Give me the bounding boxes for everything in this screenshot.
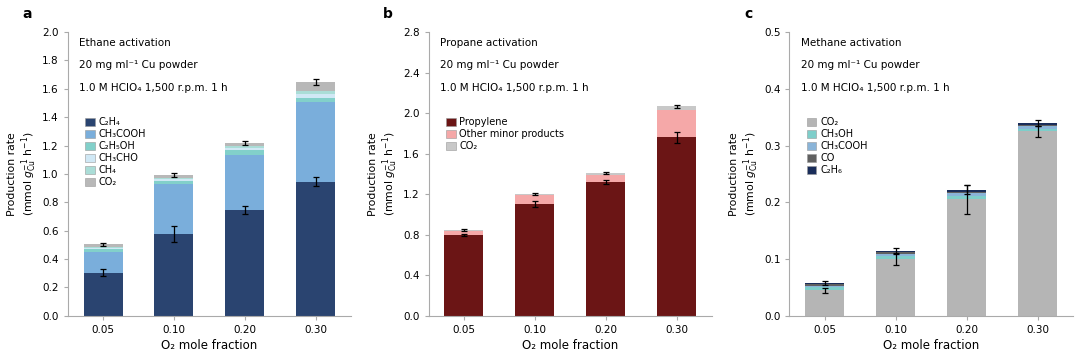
Bar: [154, 181, 193, 184]
Bar: [445, 231, 484, 235]
Bar: [947, 200, 986, 316]
Bar: [83, 248, 122, 250]
Bar: [445, 230, 484, 231]
Bar: [226, 150, 265, 155]
Legend: CO₂, CH₃OH, CH₃COOH, CO, C₂H₆: CO₂, CH₃OH, CH₃COOH, CO, C₂H₆: [802, 113, 872, 179]
Bar: [806, 284, 845, 286]
Bar: [83, 252, 122, 272]
Bar: [876, 254, 916, 256]
Bar: [947, 196, 986, 200]
Text: 1.0 M HClO₄ 1,500 r.p.m. 1 h: 1.0 M HClO₄ 1,500 r.p.m. 1 h: [800, 83, 949, 93]
Bar: [515, 204, 554, 316]
Bar: [83, 272, 122, 316]
Bar: [83, 244, 122, 247]
Bar: [658, 106, 697, 110]
Text: Methane activation: Methane activation: [800, 38, 902, 48]
Bar: [1018, 131, 1057, 316]
Bar: [83, 250, 122, 252]
Text: 1.0 M HClO₄ 1,500 r.p.m. 1 h: 1.0 M HClO₄ 1,500 r.p.m. 1 h: [79, 83, 228, 93]
Bar: [154, 184, 193, 234]
Bar: [154, 178, 193, 179]
Bar: [445, 235, 484, 316]
Bar: [296, 98, 335, 102]
X-axis label: O₂ mole fraction: O₂ mole fraction: [523, 339, 619, 352]
Bar: [226, 210, 265, 316]
Text: Ethane activation: Ethane activation: [79, 38, 171, 48]
Text: Propane activation: Propane activation: [440, 38, 538, 48]
Bar: [1018, 126, 1057, 129]
Bar: [154, 179, 193, 181]
Bar: [515, 194, 554, 195]
Legend: C₂H₄, CH₃COOH, C₂H₅OH, CH₃CHO, CH₄, CO₂: C₂H₄, CH₃COOH, C₂H₅OH, CH₃CHO, CH₄, CO₂: [81, 113, 150, 191]
Bar: [154, 175, 193, 178]
Bar: [1018, 123, 1057, 125]
Text: b: b: [383, 7, 393, 21]
Bar: [1018, 129, 1057, 131]
Bar: [658, 110, 697, 137]
Text: 20 mg ml⁻¹ Cu powder: 20 mg ml⁻¹ Cu powder: [800, 60, 919, 70]
Bar: [586, 182, 625, 316]
Bar: [876, 252, 916, 254]
Bar: [806, 290, 845, 316]
Bar: [83, 247, 122, 248]
X-axis label: O₂ mole fraction: O₂ mole fraction: [883, 339, 980, 352]
Bar: [876, 259, 916, 316]
Bar: [876, 251, 916, 252]
Text: 20 mg ml⁻¹ Cu powder: 20 mg ml⁻¹ Cu powder: [440, 60, 558, 70]
Y-axis label: Production rate
(mmol $g_\mathrm{Cu}^{-1}$ h$^{-1}$): Production rate (mmol $g_\mathrm{Cu}^{-1…: [6, 131, 39, 216]
Bar: [515, 195, 554, 204]
Bar: [586, 173, 625, 175]
Bar: [226, 143, 265, 146]
Bar: [876, 256, 916, 259]
Text: 20 mg ml⁻¹ Cu powder: 20 mg ml⁻¹ Cu powder: [79, 60, 198, 70]
Bar: [296, 182, 335, 316]
Bar: [806, 286, 845, 288]
Bar: [296, 82, 335, 91]
Legend: Propylene, Other minor products, CO₂: Propylene, Other minor products, CO₂: [442, 113, 568, 155]
Bar: [296, 91, 335, 94]
Bar: [947, 190, 986, 192]
Bar: [1018, 125, 1057, 126]
Y-axis label: Production rate
(mmol $g_\mathrm{Cu}^{-1}$ h$^{-1}$): Production rate (mmol $g_\mathrm{Cu}^{-1…: [368, 131, 400, 216]
Y-axis label: Production rate
(mmol $g_\mathrm{Cu}^{-1}$ h$^{-1}$): Production rate (mmol $g_\mathrm{Cu}^{-1…: [729, 131, 761, 216]
Bar: [226, 155, 265, 210]
Text: 1.0 M HClO₄ 1,500 r.p.m. 1 h: 1.0 M HClO₄ 1,500 r.p.m. 1 h: [440, 83, 589, 93]
Bar: [296, 102, 335, 182]
Text: a: a: [23, 7, 31, 21]
Bar: [226, 148, 265, 150]
Bar: [806, 283, 845, 284]
Bar: [226, 146, 265, 148]
Text: c: c: [744, 7, 753, 21]
Bar: [296, 94, 335, 98]
Bar: [658, 137, 697, 316]
Bar: [154, 234, 193, 316]
Bar: [586, 175, 625, 182]
X-axis label: O₂ mole fraction: O₂ mole fraction: [161, 339, 257, 352]
Bar: [806, 288, 845, 290]
Bar: [947, 193, 986, 196]
Bar: [947, 192, 986, 193]
